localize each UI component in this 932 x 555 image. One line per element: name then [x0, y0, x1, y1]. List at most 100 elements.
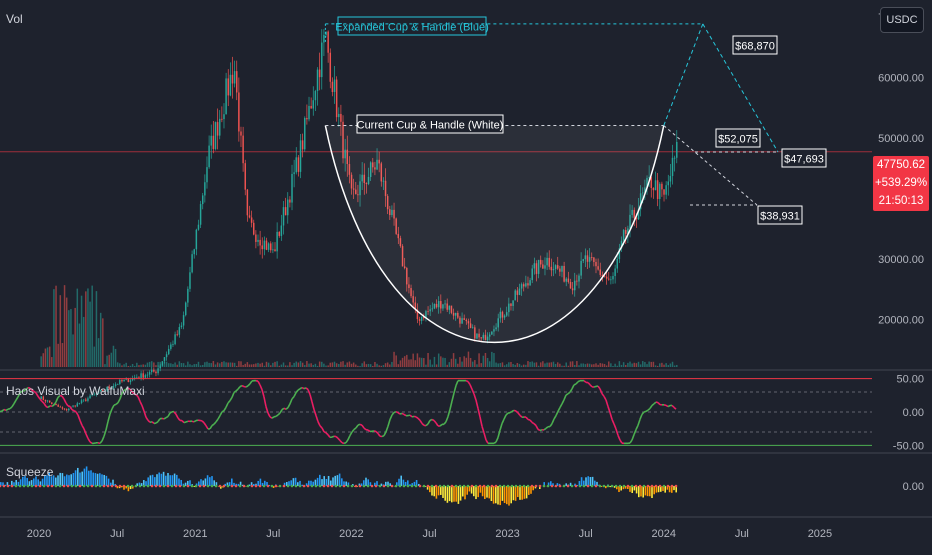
- osc-segment: [224, 407, 226, 410]
- candle-body: [293, 172, 294, 174]
- osc-segment: [268, 413, 270, 417]
- volume-bar: [600, 363, 601, 367]
- candle-body: [330, 53, 331, 82]
- squeeze-dot: [55, 485, 58, 488]
- candle-body: [614, 269, 615, 277]
- volume-bar: [512, 364, 513, 367]
- squeeze-dot: [587, 485, 590, 488]
- osc-segment: [76, 412, 78, 415]
- squeeze-bar: [493, 486, 495, 504]
- squeeze-dot: [459, 485, 462, 488]
- osc-segment: [594, 386, 596, 387]
- squeeze-dot: [171, 485, 174, 488]
- squeeze-dot: [423, 485, 426, 488]
- osc-segment: [312, 402, 314, 410]
- x-tick-label: 2024: [652, 528, 676, 540]
- squeeze-dot: [359, 485, 362, 488]
- squeeze-dot: [319, 485, 322, 488]
- squeeze-bar: [462, 486, 464, 496]
- squeeze-dot: [115, 485, 118, 488]
- squeeze-dot: [571, 485, 574, 488]
- volume-bar: [359, 366, 360, 367]
- volume-bar: [391, 362, 392, 367]
- osc-segment: [342, 443, 344, 444]
- candle-body: [198, 225, 199, 230]
- osc-segment: [256, 381, 258, 382]
- squeeze-bar: [486, 486, 488, 498]
- volume-bar: [281, 365, 282, 367]
- squeeze-dot: [99, 485, 102, 488]
- currency-button[interactable]: USDC: [880, 7, 924, 33]
- candle-body: [140, 373, 141, 378]
- volume-bar: [117, 362, 118, 367]
- osc-segment: [236, 389, 238, 391]
- osc-segment: [484, 433, 486, 440]
- volume-bar: [593, 364, 594, 367]
- volume-bar: [304, 365, 305, 367]
- osc-segment: [306, 388, 308, 390]
- squeeze-bar: [169, 475, 171, 486]
- volume-bar: [43, 353, 44, 367]
- volume-bar: [536, 362, 537, 367]
- osc-segment: [176, 414, 178, 418]
- candle-body: [142, 373, 143, 377]
- squeeze-dot: [671, 485, 674, 488]
- squeeze-dot: [675, 485, 678, 488]
- osc-segment: [158, 419, 160, 422]
- osc-segment: [618, 435, 620, 440]
- osc-segment: [70, 406, 72, 409]
- candle-body: [189, 272, 190, 289]
- squeeze-bar: [449, 486, 451, 501]
- osc-segment: [178, 418, 180, 420]
- volume-bar: [272, 363, 273, 367]
- squeeze-bar: [207, 475, 209, 486]
- squeeze-pane: [0, 466, 677, 505]
- squeeze-bar: [84, 469, 86, 486]
- volume-bar: [393, 352, 394, 367]
- osc-segment: [560, 404, 562, 408]
- squeeze-bar: [337, 475, 339, 486]
- volume-bar: [355, 365, 356, 367]
- squeeze-bar: [460, 486, 462, 501]
- volume-bar: [370, 364, 371, 367]
- squeeze-dot: [487, 485, 490, 488]
- volume-bar: [491, 352, 492, 367]
- squeeze-dot: [283, 485, 286, 488]
- squeeze-dot: [91, 485, 94, 488]
- volume-bar: [60, 295, 61, 367]
- squeeze-bar: [321, 479, 323, 486]
- volume-bar: [179, 361, 180, 367]
- squeeze-dot: [519, 485, 522, 488]
- volume-bar: [94, 347, 95, 367]
- volume-bar: [519, 364, 520, 367]
- volume-bar: [665, 363, 666, 367]
- osc-segment: [532, 422, 534, 423]
- osc-segment: [360, 424, 362, 425]
- volume-bar: [570, 362, 571, 367]
- volume-bar: [219, 363, 220, 367]
- volume-bar: [585, 364, 586, 367]
- volume-bar: [145, 365, 146, 367]
- volume-bar: [612, 366, 613, 367]
- squeeze-bar: [176, 475, 178, 486]
- osc-segment: [318, 422, 320, 426]
- osc-segment: [446, 417, 448, 422]
- volume-bar: [653, 362, 654, 367]
- volume-bar: [442, 358, 443, 367]
- volume-bar: [79, 324, 80, 367]
- candle-body: [674, 158, 675, 159]
- y-tick-label: 20000.00: [878, 315, 924, 327]
- osc-segment: [654, 402, 656, 404]
- osc-segment: [228, 401, 230, 403]
- volume-bar: [332, 362, 333, 367]
- osc-segment: [540, 430, 542, 431]
- squeeze-dot: [363, 485, 366, 488]
- candle-body: [170, 344, 171, 348]
- candle-body: [172, 344, 173, 345]
- volume-bar: [268, 363, 269, 367]
- volume-bar: [81, 296, 82, 367]
- volume-bar: [444, 358, 445, 367]
- osc-segment: [166, 416, 168, 417]
